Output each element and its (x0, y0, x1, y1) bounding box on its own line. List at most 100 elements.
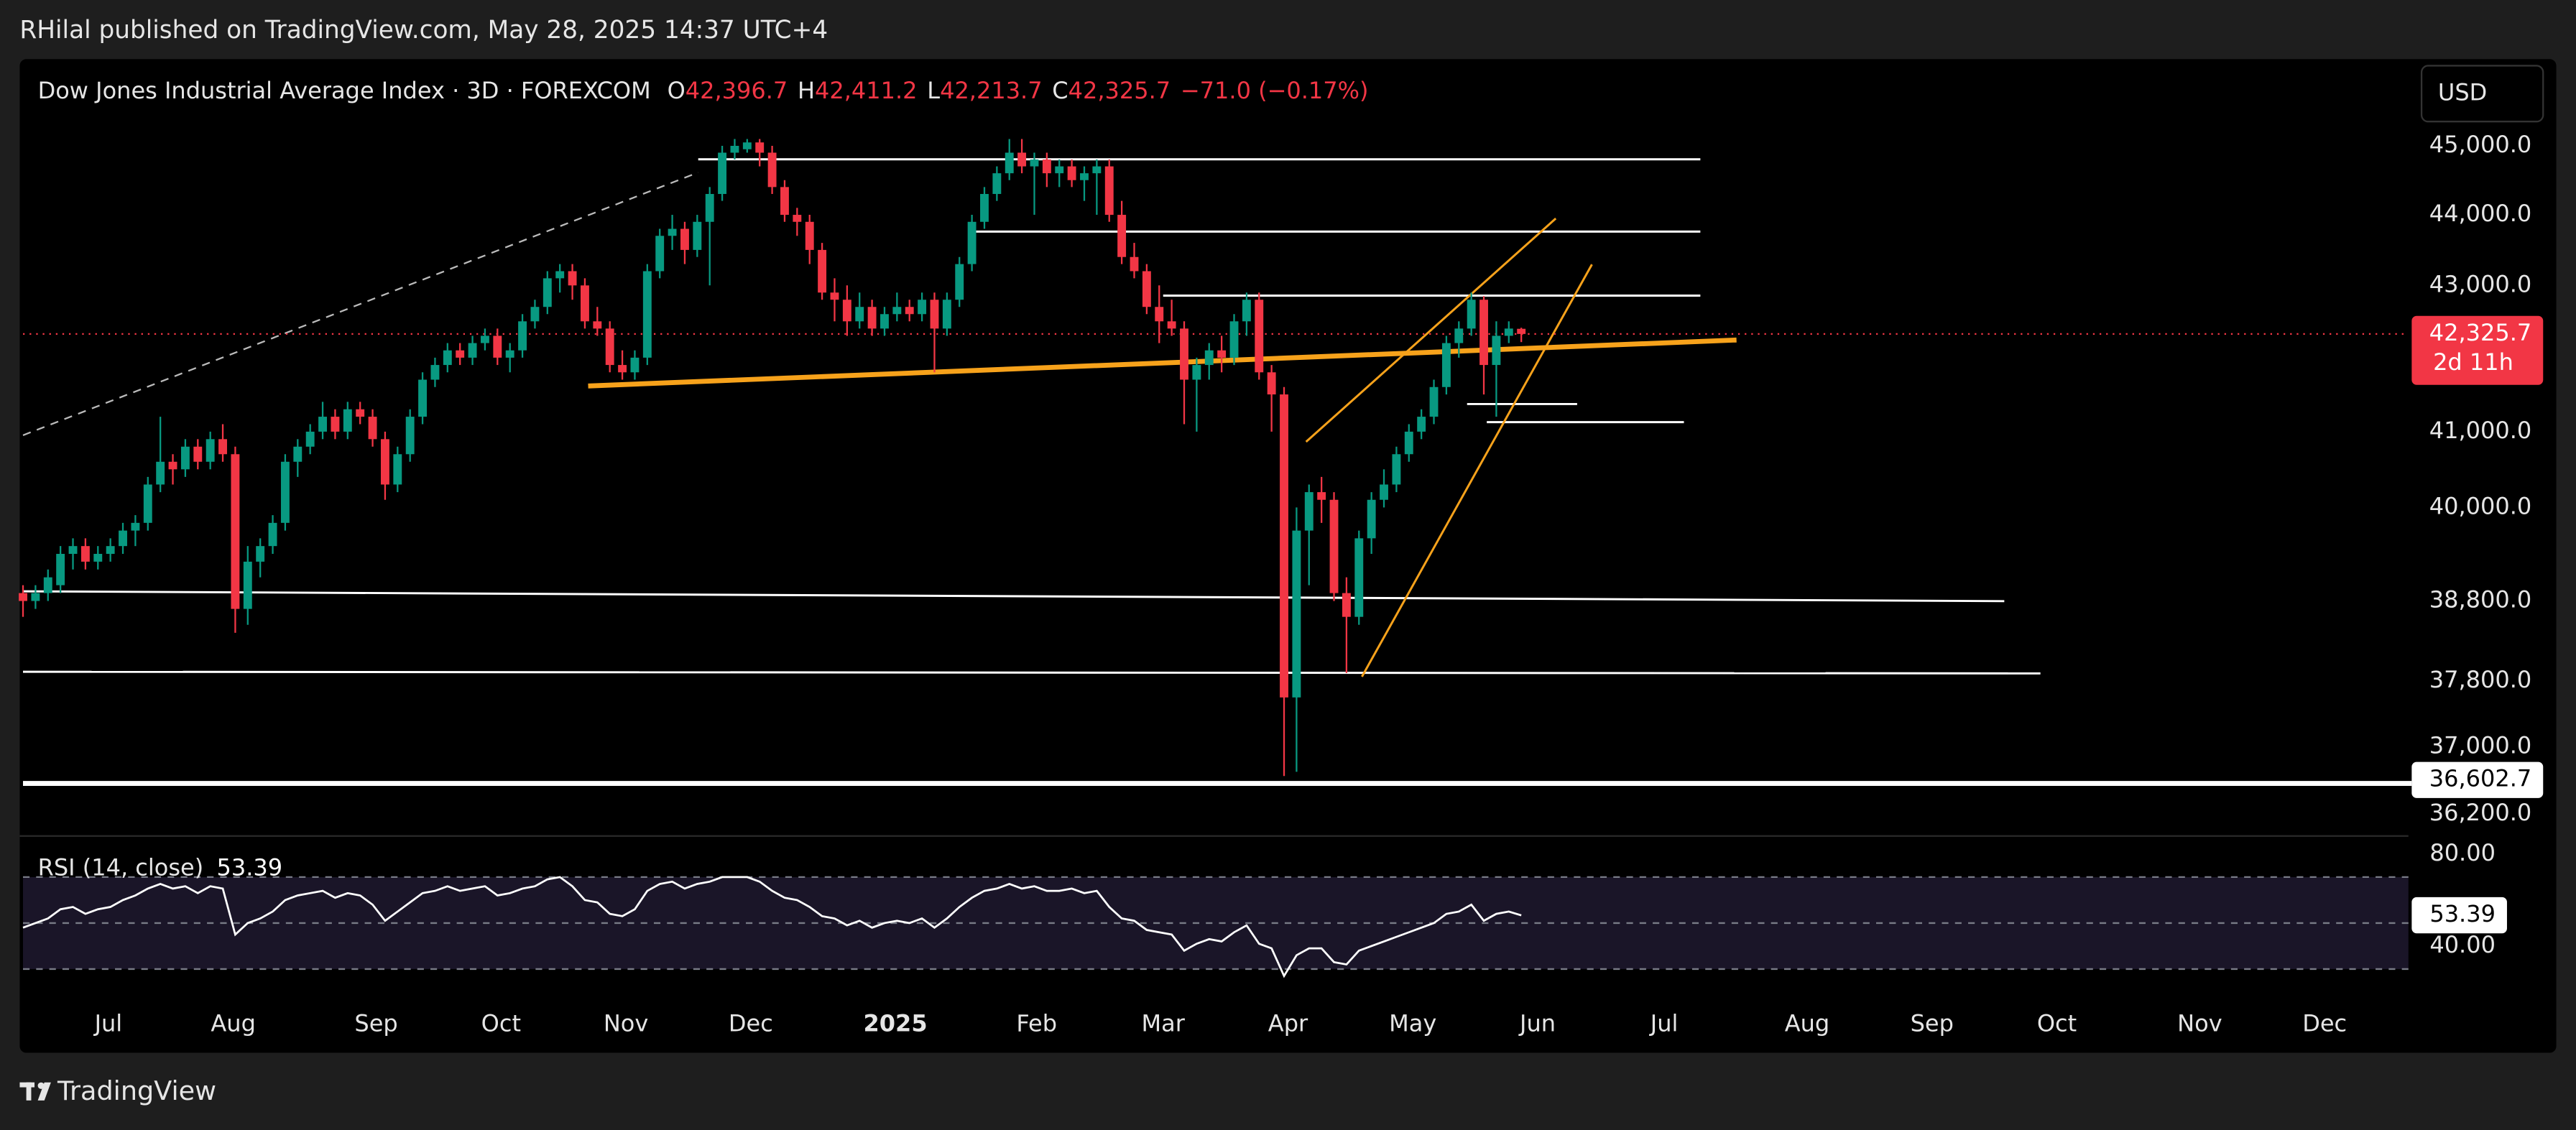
candle-body (368, 417, 377, 440)
candle-body (618, 365, 627, 373)
candle-body (1005, 152, 1014, 174)
candle-body (630, 357, 640, 373)
candle-body (1255, 300, 1264, 373)
candle-body (780, 187, 789, 216)
rsi-tick-label: 80.00 (2429, 839, 2496, 866)
candle-body (1117, 215, 1127, 257)
candle-body (905, 307, 914, 315)
rsi-value: 53.39 (216, 853, 282, 881)
candle-body (305, 431, 315, 447)
candle-body (119, 530, 127, 547)
currency-box[interactable] (2420, 65, 2544, 123)
x-tick-label: Oct (481, 1010, 521, 1037)
candle-body (1217, 350, 1227, 358)
rsi-title: RSI (14, close) (38, 853, 204, 881)
x-tick-label: Nov (604, 1010, 648, 1037)
logo-part (26, 1082, 32, 1101)
candle-body (1367, 499, 1376, 539)
candle-body (56, 553, 65, 585)
marks: Dow Jones Industrial Average Index · 3D … (19, 77, 2544, 1037)
candle-body (1017, 152, 1027, 167)
candle-body (955, 264, 964, 300)
candle-body (1142, 271, 1151, 307)
candle-body (942, 300, 951, 329)
candle-body (131, 522, 140, 531)
candle-body (818, 249, 827, 293)
candle-body (280, 461, 290, 523)
ohlc-value: 42,411.2 (815, 77, 918, 104)
candle-body (318, 417, 327, 432)
candle-body (842, 300, 851, 322)
x-tick-label: 2025 (864, 1010, 928, 1037)
candle-body (268, 522, 277, 547)
candle-body (505, 350, 514, 358)
candle-body (793, 215, 802, 222)
candle-body (1467, 300, 1476, 329)
candle-body (605, 328, 614, 366)
y-tick-label: 40,000.0 (2429, 492, 2532, 519)
candle-body (1504, 328, 1513, 336)
candle-body (1354, 538, 1364, 617)
change: −71.0 (−0.17%) (1181, 77, 1369, 104)
candle-body (1092, 166, 1102, 174)
level-line (23, 670, 2041, 675)
candle-body (892, 307, 902, 315)
candle-body (405, 417, 415, 455)
candle-body (430, 365, 440, 380)
candle-body (518, 321, 527, 351)
candle-body (93, 553, 103, 562)
candle-body (293, 446, 303, 462)
x-tick-label: Dec (2302, 1010, 2347, 1037)
x-tick-label: Dec (729, 1010, 773, 1037)
brand-name: TradingView (57, 1075, 216, 1106)
drawings (22, 158, 2412, 922)
level-line (23, 590, 2005, 603)
candle-body (1329, 499, 1339, 593)
candle-body (456, 350, 465, 358)
candle-body (1130, 256, 1139, 272)
y-tick-label: 38,800.0 (2429, 586, 2532, 613)
candle-body (1280, 394, 1288, 698)
symbol-title: Dow Jones Industrial Average Index · 3D … (38, 77, 651, 104)
last-price-box (2411, 315, 2544, 385)
level-box (2411, 761, 2544, 798)
candle-body (867, 307, 877, 329)
ohlc-value: 42,396.7 (685, 77, 788, 104)
candle-body (705, 194, 714, 222)
x-tick-label: Jun (1518, 1010, 1556, 1037)
candle-body (1417, 417, 1426, 432)
candle-body (1517, 328, 1526, 334)
candle-body (218, 439, 227, 455)
candle-body (1267, 372, 1276, 395)
x-tick-label: Feb (1016, 1010, 1057, 1037)
candle-body (19, 593, 27, 601)
candle-body (730, 146, 739, 153)
candle-body (992, 173, 1002, 195)
candle-body (43, 577, 52, 593)
candle-body (1441, 343, 1451, 387)
candle-body (1392, 454, 1401, 485)
y-tick-label: 37,800.0 (2429, 666, 2532, 693)
candle-body (480, 335, 489, 343)
chart-legend: Dow Jones Industrial Average Index · 3D … (38, 77, 1369, 104)
level-label: 36,602.7 (2429, 765, 2532, 792)
y-tick-label: 45,000.0 (2429, 131, 2532, 158)
rsi-value-box (2411, 897, 2507, 934)
x-tick-label: Nov (2177, 1010, 2222, 1037)
candle-body (1404, 431, 1413, 455)
currency: USD (2438, 78, 2487, 106)
candle-body (180, 446, 190, 470)
candle-body (206, 439, 215, 462)
candle-body (855, 307, 864, 322)
x-tick-label: Jul (1649, 1010, 1679, 1037)
candle-body (1229, 321, 1239, 358)
ohlc-value: 42,325.7 (1068, 77, 1171, 104)
candle-body (568, 271, 577, 286)
candle-body (1155, 307, 1164, 322)
dashed-trendline (22, 172, 699, 436)
publish-line: RHilal published on TradingView.com, May… (19, 16, 828, 45)
candle-body (1342, 593, 1351, 617)
candle-body (1030, 159, 1039, 167)
